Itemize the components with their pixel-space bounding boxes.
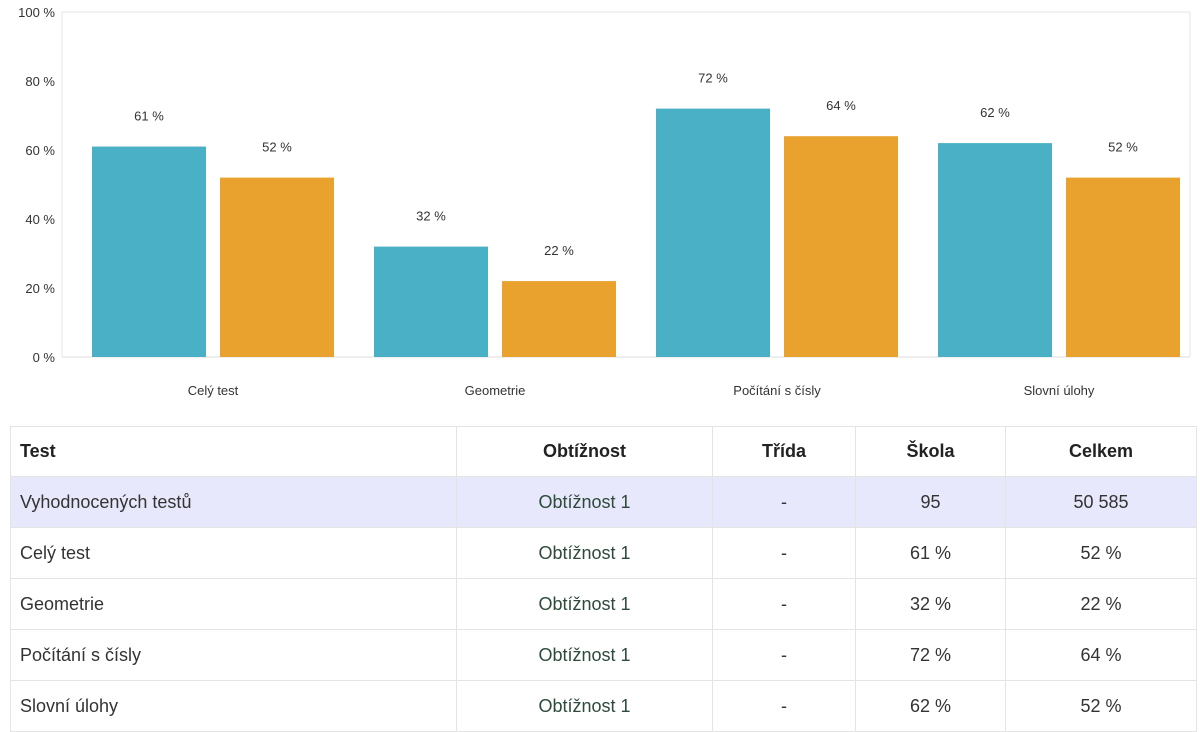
data-label: 32 % [416,209,446,224]
table-header-row: Test Obtížnost Třída Škola Celkem [10,426,1197,477]
bar [938,143,1052,357]
cell-class: - [712,680,856,732]
y-tick-label: 0 % [33,350,56,365]
cell-school: 62 % [855,680,1006,732]
cell-test: Slovní úlohy [10,680,457,732]
x-tick-label: Geometrie [465,383,526,398]
x-tick-label: Celý test [188,383,239,398]
table-row: Celý test Obtížnost 1 - 61 % 52 % [10,527,1197,579]
bar [656,108,770,357]
table-row: Vyhodnocených testů Obtížnost 1 - 95 50 … [10,476,1197,528]
y-tick-label: 100 % [18,5,55,20]
cell-test: Celý test [10,527,457,579]
cell-test: Počítání s čísly [10,629,457,681]
cell-difficulty: Obtížnost 1 [456,629,713,681]
data-label: 62 % [980,105,1010,120]
cell-class: - [712,578,856,630]
x-tick-label: Slovní úlohy [1024,383,1095,398]
bar [92,146,206,357]
bar [502,281,616,357]
data-label: 52 % [262,140,292,155]
cell-total: 64 % [1005,629,1197,681]
cell-total: 50 585 [1005,476,1197,528]
y-tick-label: 20 % [25,281,55,296]
table-row: Počítání s čísly Obtížnost 1 - 72 % 64 % [10,629,1197,681]
header-total: Celkem [1005,426,1197,477]
data-label: 61 % [134,109,164,124]
cell-difficulty: Obtížnost 1 [456,578,713,630]
data-label: 64 % [826,98,856,113]
cell-class: - [712,476,856,528]
header-class: Třída [712,426,856,477]
cell-school: 72 % [855,629,1006,681]
table-row: Slovní úlohy Obtížnost 1 - 62 % 52 % [10,680,1197,732]
cell-total: 52 % [1005,680,1197,732]
bar-chart: 0 % 20 % 40 % 60 % 80 % 100 % 61 % 52 % Celý tes… [18,5,1191,398]
cell-total: 22 % [1005,578,1197,630]
cell-school: 32 % [855,578,1006,630]
chart-svg: 0 % 20 % 40 % 60 % 80 % 100 % 61 % 52 % Celý tes… [18,5,1191,398]
cell-total: 52 % [1005,527,1197,579]
cell-school: 95 [855,476,1006,528]
cell-class: - [712,527,856,579]
bar [784,136,898,357]
cell-difficulty: Obtížnost 1 [456,476,713,528]
data-label: 22 % [544,243,574,258]
data-label: 72 % [698,71,728,86]
bar [1066,177,1180,357]
cell-test: Vyhodnocených testů [10,476,457,528]
x-tick-label: Počítání s čísly [733,383,821,398]
data-label: 52 % [1108,140,1138,155]
header-difficulty: Obtížnost [456,426,713,477]
bar [220,177,334,357]
y-tick-label: 60 % [25,143,55,158]
header-test: Test [10,426,457,477]
header-school: Škola [855,426,1006,477]
cell-difficulty: Obtížnost 1 [456,680,713,732]
cell-class: - [712,629,856,681]
bar [374,246,488,357]
table-row: Geometrie Obtížnost 1 - 32 % 22 % [10,578,1197,630]
y-tick-label: 80 % [25,74,55,89]
cell-school: 61 % [855,527,1006,579]
cell-test: Geometrie [10,578,457,630]
y-tick-label: 40 % [25,212,55,227]
results-table: Test Obtížnost Třída Škola Celkem Vyhodn… [10,426,1197,732]
cell-difficulty: Obtížnost 1 [456,527,713,579]
